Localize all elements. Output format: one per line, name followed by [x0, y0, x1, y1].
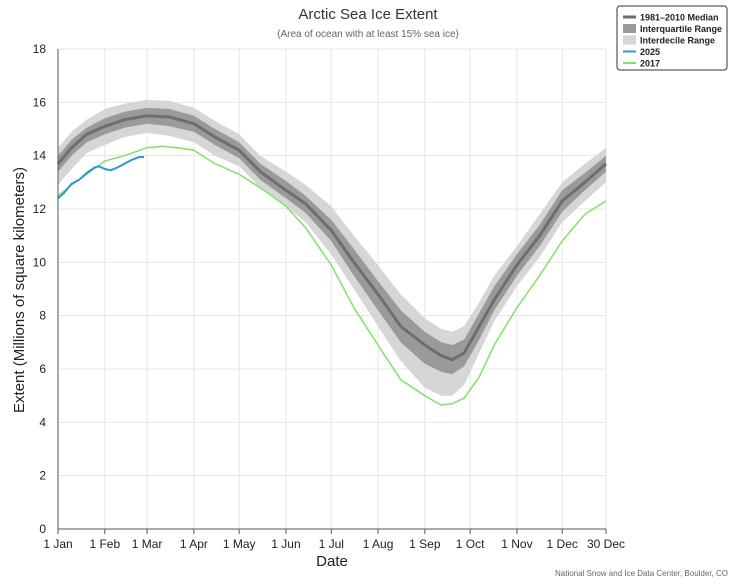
x-tick-label: 1 Feb: [89, 537, 120, 551]
y-axis-label: Extent (Millions of square kilometers): [11, 167, 28, 413]
y-tick-label: 4: [39, 415, 46, 429]
bands-layer: [58, 99, 606, 396]
y-tick-label: 8: [39, 309, 46, 323]
x-tick-label: 1 Jun: [271, 537, 300, 551]
lines-layer: [56, 114, 607, 406]
legend-label: Interdecile Range: [640, 36, 715, 46]
x-tick-label: 1 Dec: [547, 537, 578, 551]
legend-swatch: [623, 35, 636, 45]
series-2025-line: [57, 156, 144, 200]
x-tick-label: 1 May: [223, 537, 256, 551]
legend-label: 2017: [640, 59, 660, 69]
x-tick-label: 30 Dec: [587, 537, 625, 551]
y-tick-label: 16: [33, 95, 47, 109]
y-tick-label: 10: [33, 255, 47, 269]
credit-text: National Snow and Ice Data Center, Bould…: [555, 569, 728, 578]
chart-subtitle: (Area of ocean with at least 15% sea ice…: [277, 29, 459, 40]
x-tick-label: 1 Aug: [363, 537, 394, 551]
x-tick-label: 1 Nov: [501, 537, 532, 551]
x-tick-label: 1 Mar: [132, 537, 163, 551]
y-tick-label: 12: [33, 202, 47, 216]
median-line: [56, 114, 607, 362]
y-tick-label: 2: [39, 469, 46, 483]
legend-swatch: [623, 24, 636, 33]
y-tick-label: 18: [33, 42, 47, 56]
y-tick-label: 14: [33, 149, 47, 163]
chart-title: Arctic Sea Ice Extent: [298, 6, 438, 23]
x-tick-label: 1 Apr: [180, 537, 208, 551]
interdecile-range-band: [58, 99, 606, 396]
x-axis-label: Date: [316, 553, 348, 570]
interquartile-range-band: [58, 107, 606, 375]
axes-layer: [57, 49, 607, 534]
x-tick-label: 1 Jan: [43, 537, 72, 551]
x-tick-label: 1 Jul: [319, 537, 344, 551]
series-2017-line: [57, 145, 607, 406]
x-tick-label: 1 Oct: [456, 537, 485, 551]
y-tick-label: 6: [39, 362, 46, 376]
legend-label: Interquartile Range: [640, 24, 722, 34]
legend-label: 2025: [640, 47, 660, 57]
x-tick-label: 1 Sep: [409, 537, 441, 551]
ticks-layer: 0 2 4 6 8 10 12 14 16 18 1 Jan 1 Feb 1 Mar 1 Apr 1 May…: [33, 42, 625, 551]
y-tick-label: 0: [39, 522, 46, 536]
legend-label: 1981–2010 Median: [640, 13, 719, 23]
legend-box: [616, 5, 728, 71]
